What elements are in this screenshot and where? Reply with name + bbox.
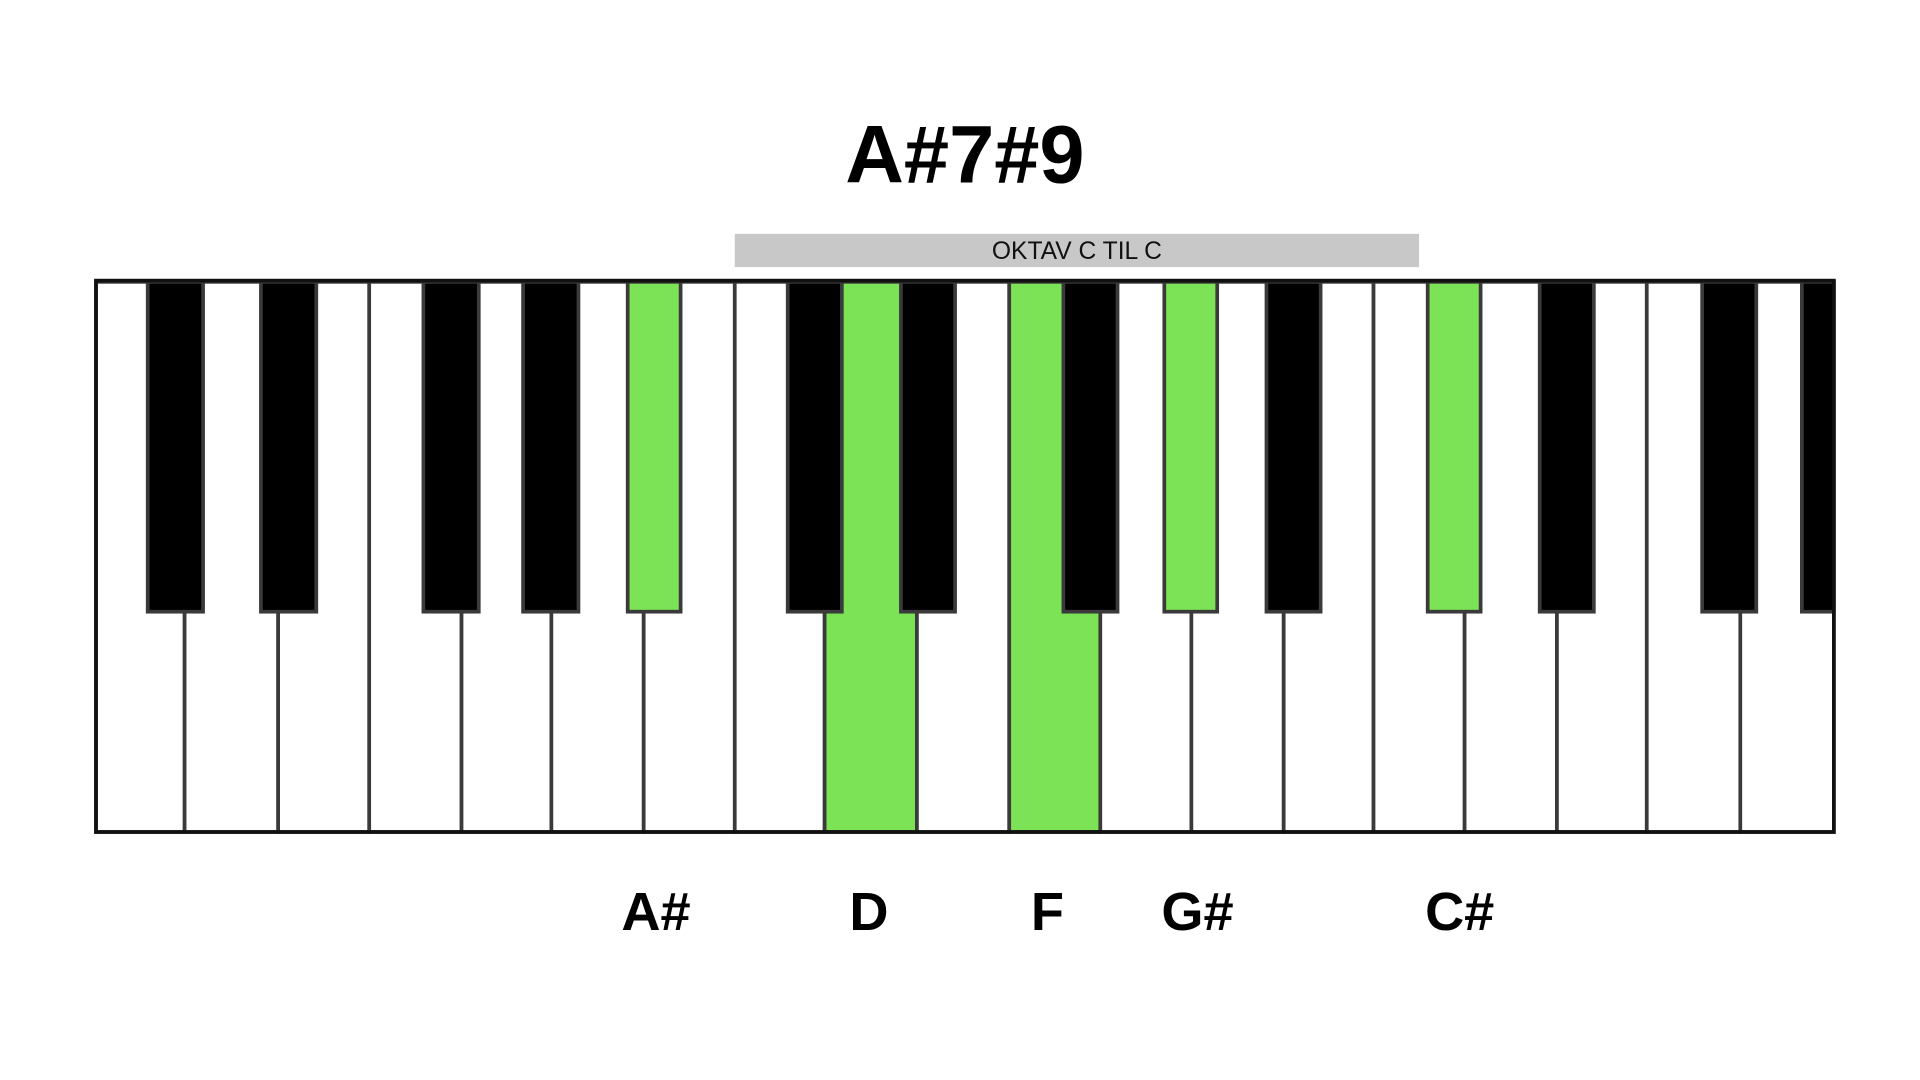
note-label: F: [1031, 882, 1064, 942]
chord-title: A#7#9: [845, 110, 1084, 201]
note-label: G#: [1161, 882, 1233, 942]
octave-label: OKTAV C TIL C: [992, 238, 1162, 265]
black-key: [421, 280, 481, 614]
black-key: [1061, 280, 1120, 614]
black-key: [1425, 280, 1483, 614]
black-key: [1537, 280, 1596, 614]
black-key: [1162, 280, 1220, 614]
keyboard: [94, 278, 1836, 834]
black-key: [521, 280, 581, 614]
black-key: [1800, 280, 1836, 614]
octave-bar: [734, 233, 1420, 268]
black-key: [1264, 280, 1323, 614]
black-key: [785, 280, 844, 614]
note-label: A#: [621, 882, 690, 942]
black-key: [259, 280, 319, 614]
keyboard-frame: [94, 278, 1836, 834]
black-key: [1700, 280, 1759, 614]
black-key: [899, 280, 957, 614]
note-label: C#: [1425, 882, 1494, 942]
black-key: [145, 280, 205, 614]
note-label: D: [849, 882, 888, 942]
black-key: [625, 280, 683, 614]
